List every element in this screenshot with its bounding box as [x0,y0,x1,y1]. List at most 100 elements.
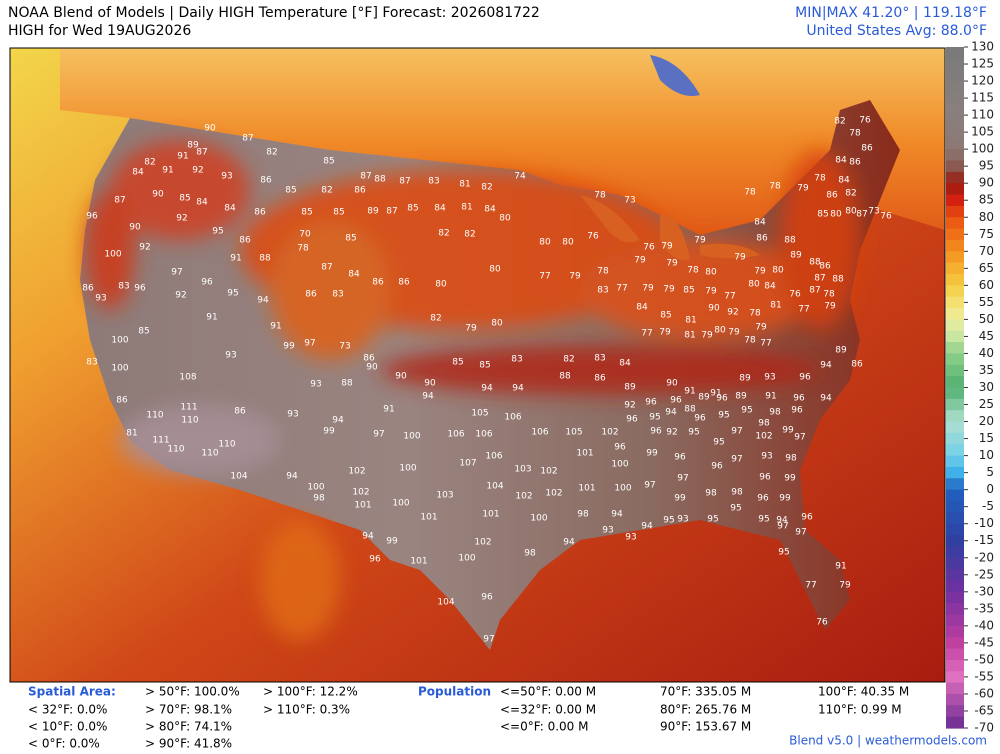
colorbar-segment [946,171,964,184]
colorbar-segment [946,103,964,116]
station-temp: 81 [684,331,695,341]
station-temp: 100 [614,484,631,494]
station-temp: 99 [784,474,796,484]
station-temp: 82 [563,355,574,365]
station-temp: 73 [624,196,635,206]
station-temp: 106 [531,428,548,438]
colorbar-label: 60 [979,278,994,292]
colorbar-segment [946,194,964,207]
colorbar-segment [946,716,964,729]
colorbar-segment [946,319,964,332]
station-temp: 95 [730,504,741,514]
station-temp: 96 [481,593,493,603]
station-temp: 93 [225,351,236,361]
station-temp: 106 [447,430,464,440]
station-temp: 91 [177,152,188,162]
station-temp: 86 [354,186,366,196]
station-temp: 98 [524,549,536,559]
station-temp: 80 [748,280,760,290]
station-temp: 88 [259,254,271,264]
station-temp: 77 [641,329,652,339]
station-temp: 111 [152,436,169,446]
station-temp: 86 [849,158,861,168]
colorbar-label: 95 [979,159,994,173]
station-temp: 83 [594,354,605,364]
colorbar-segment [946,546,964,559]
station-temp: 76 [789,290,801,300]
colorbar-segment [946,535,964,547]
station-temp: 82 [845,189,856,199]
station-temp: 102 [545,489,562,499]
station-temp: 82 [144,158,155,168]
station-temp: 79 [728,328,740,338]
colorbar-segment [946,296,964,309]
station-temp: 87 [809,286,820,296]
station-temp: 94 [665,408,677,418]
station-temp: 77 [798,305,809,315]
colorbar-segment [946,47,964,59]
station-temp: 96 [369,555,381,565]
station-temp: 101 [354,501,371,511]
station-temp: 78 [749,309,761,319]
colorbar-segment [946,58,964,71]
spatial-label: Spatial Area: [28,685,116,699]
station-temp: 79 [666,259,678,269]
station-temp: 80 [539,238,551,248]
colorbar-segment [946,466,964,479]
station-temp: 95 [713,438,724,448]
colorbar-segment [946,693,964,706]
station-temp: 95 [212,227,223,237]
station-temp: 78 [849,129,861,139]
station-temp: 82 [321,186,332,196]
station-temp: 108 [179,373,196,383]
title: NOAA Blend of Models | Daily HIGH Temper… [8,5,540,21]
station-temp: 76 [816,618,828,628]
station-temp: 82 [430,314,441,324]
station-temp: 104 [230,472,247,482]
station-temp: 106 [485,452,502,462]
colorbar-segment [946,274,964,286]
colorbar-label: 125 [971,57,994,71]
station-temp: 88 [832,275,844,285]
station-temp: 94 [820,394,832,404]
colorbar-label: 50 [979,312,994,326]
colorbar-segment [946,398,964,411]
station-temp: 78 [769,182,781,192]
station-temp: 92 [192,166,203,176]
station-temp: 86 [826,191,838,201]
station-temp: 97 [731,455,742,465]
station-temp: 83 [511,355,522,365]
station-temp: 102 [601,428,618,438]
station-temp: 87 [242,134,253,144]
station-temp: 90 [129,223,141,233]
station-temp: 83 [86,358,97,368]
station-temp: 94 [422,392,434,402]
station-temp: 80 [562,238,574,248]
station-temp: 78 [297,244,309,254]
station-temp: 87 [856,210,867,220]
station-temp: 89 [735,392,747,402]
station-temp: 89 [187,141,199,151]
colorbar-segment [946,285,964,298]
colorbar-segment [946,569,964,582]
colorbar-label: 15 [979,431,994,445]
colorbar-segment [946,659,964,672]
station-temp: 81 [685,316,696,326]
station-temp: 94 [257,296,269,306]
station-temp: 95 [649,413,660,423]
colorbar-label: 0 [986,482,994,496]
colorbar-segment [946,205,964,218]
station-temp: 98 [731,488,743,498]
colorbar-label: 55 [979,295,994,309]
population-stat: 70°F: 335.05 M [660,685,751,699]
station-temp: 96 [759,473,771,483]
colorbar-segment [946,126,964,139]
station-temp: 87 [196,148,207,158]
station-temp: 80 [499,214,511,224]
station-temp: 84 [224,204,236,214]
station-temp: 93 [677,515,688,525]
station-temp: 96 [757,494,769,504]
station-temp: 84 [348,270,360,280]
station-temp: 77 [760,339,771,349]
station-temp: 100 [104,250,121,260]
